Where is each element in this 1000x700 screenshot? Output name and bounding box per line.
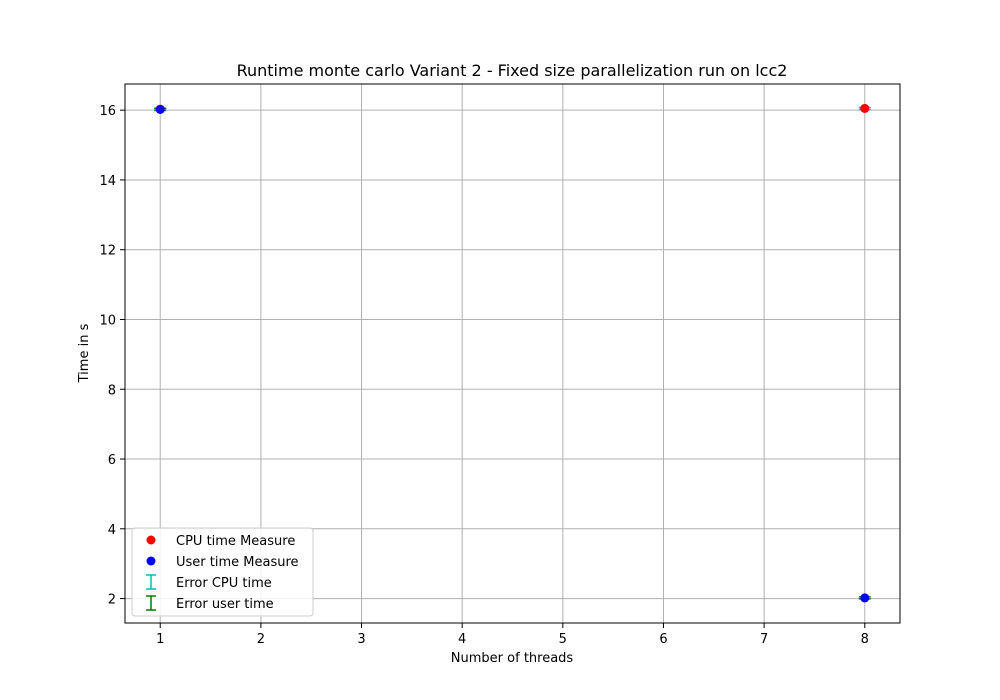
legend: CPU time Measure User time Measure Error C…: [131, 527, 314, 617]
legend-label: Error user time: [176, 597, 274, 612]
x-tick-label: 6: [659, 632, 667, 647]
data-point: [860, 593, 870, 603]
legend-label: Error CPU time: [176, 576, 272, 591]
y-tick-label: 16: [99, 104, 116, 119]
x-tick-label: 7: [760, 632, 768, 647]
x-tick-label: 3: [357, 632, 365, 647]
error-bars: [154, 106, 871, 600]
y-tick-label: 2: [108, 593, 116, 608]
data-point: [860, 103, 870, 113]
y-tick-label: 12: [99, 244, 116, 259]
x-axis-label: Number of threads: [451, 651, 574, 666]
grid: [125, 84, 900, 623]
legend-marker: [146, 556, 156, 566]
y-tick-label: 10: [99, 313, 116, 328]
x-tick-label: 4: [458, 632, 466, 647]
data-points: [155, 103, 870, 603]
x-tick-label: 2: [257, 632, 265, 647]
legend-marker: [146, 535, 156, 545]
legend-box: [131, 527, 314, 617]
x-tick-label: 8: [861, 632, 869, 647]
legend-label: User time Measure: [176, 555, 299, 570]
data-point: [155, 104, 165, 114]
y-axis-label: Time in s: [77, 323, 92, 383]
x-tick-label: 5: [559, 632, 567, 647]
y-tick-label: 8: [108, 383, 116, 398]
y-tick-label: 14: [99, 174, 116, 189]
y-tick-label: 4: [108, 523, 116, 538]
y-tick-label: 6: [108, 453, 116, 468]
chart-title: Runtime monte carlo Variant 2 - Fixed si…: [237, 61, 788, 80]
legend-label: CPU time Measure: [176, 534, 295, 549]
plot-frame: [124, 83, 901, 624]
x-tick-label: 1: [156, 632, 164, 647]
